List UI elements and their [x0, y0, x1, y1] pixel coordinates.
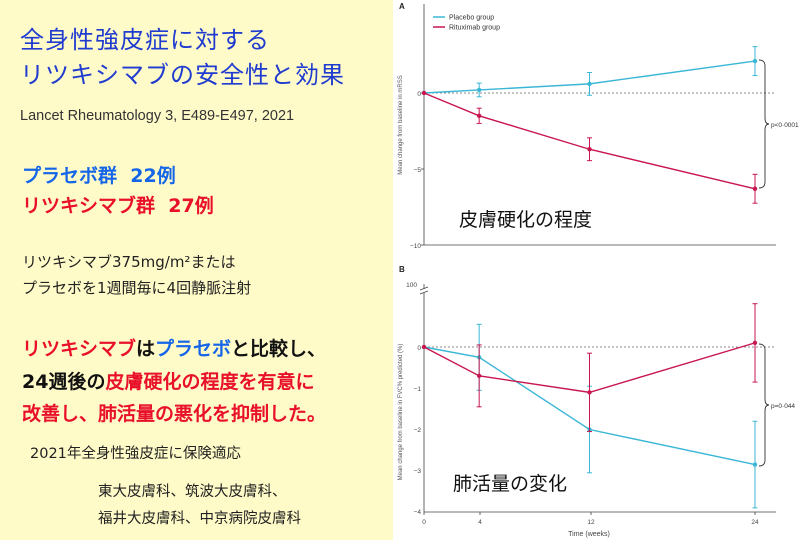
- conclusion-line3: 改善し、肺活量の悪化を抑制した。: [22, 403, 327, 425]
- chart-marks: [421, 46, 758, 509]
- conclusion-line1: リツキシマブはプラセボと比較し、: [22, 334, 326, 361]
- panel-b-rituximab-point: [587, 390, 592, 395]
- panel-a-placebo-line: [423, 60, 756, 94]
- placebo-group-label: プラセボ群: [22, 165, 118, 187]
- panel-b-placebo-line: [423, 346, 756, 466]
- panel-a-p-value: p<0·0001: [771, 122, 799, 129]
- slide-title-line2: リツキシマブの安全性と効果: [20, 61, 345, 89]
- panel-b-ylabel: Mean change from baseline in FVC% predic…: [398, 344, 404, 481]
- panel-a-rituximab-line: [423, 92, 756, 190]
- x-tick-12: 12: [587, 519, 595, 526]
- legend-rituximab-label: Rituximab group: [449, 25, 500, 32]
- panel-b-annotation: 肺活量の変化: [453, 473, 567, 495]
- concl-ha: は: [136, 338, 156, 360]
- conclusion-line2: 24週後の皮膚硬化の程度を有意に: [22, 367, 314, 394]
- departments-line2: 福井大皮膚科、中京病院皮膚科: [98, 511, 301, 527]
- panel-b-bracket: [758, 343, 770, 467]
- panel-a-rituximab-point: [421, 90, 427, 96]
- panel-b-axis-break: [419, 290, 429, 295]
- concl-rituximab: リツキシマブ: [22, 338, 137, 360]
- chart-panel: A Mean change from baseline in mRSS 0 −5…: [393, 0, 810, 540]
- panel-b-placebo-point: [752, 462, 758, 467]
- panel-a-rituximab-point: [476, 113, 482, 119]
- x-tick-4: 4: [478, 519, 482, 526]
- panel-a-ytick-minus5: −5: [414, 167, 422, 174]
- panel-a-ylabel: Mean change from baseline in mRSS: [398, 75, 404, 174]
- panel-b-axis-break: [419, 286, 429, 291]
- panel-b-ytick-minus2: −2: [414, 427, 422, 434]
- panel-b-xlabel: Time (weeks): [568, 531, 610, 538]
- panel-b-x-ticks: 0 4 12 24: [422, 512, 759, 526]
- panel-a-placebo-point: [752, 58, 758, 64]
- panel-b-ytick-minus1: −1: [414, 386, 422, 393]
- panel-a-placebo-point: [476, 87, 482, 93]
- panel-b-p-value: p=0·044: [771, 403, 795, 410]
- dosing-line2: プラセボを1週間毎に4回静脈注射: [22, 279, 252, 297]
- panel-a-placebo-point: [587, 81, 592, 87]
- rituximab-group-count: リツキシマブ群 27例: [22, 191, 214, 218]
- dosing-line1: リツキシマブ375mg/m²または: [22, 253, 236, 271]
- rituximab-n: 27例: [168, 195, 214, 217]
- chart-svg: A Mean change from baseline in mRSS 0 −5…: [398, 2, 799, 538]
- insurance-note: 2021年全身性強皮症に保険適応: [30, 446, 241, 462]
- x-tick-0: 0: [422, 519, 426, 526]
- panel-b-rituximab-point: [752, 340, 758, 346]
- panel-b-ytick-minus4: −4: [414, 509, 422, 516]
- panel-b-ytick-minus3: −3: [414, 468, 422, 475]
- panel-b-rituximab-line: [423, 342, 756, 394]
- x-tick-24: 24: [751, 519, 759, 526]
- panel-b-ytick-0: 0: [417, 345, 421, 352]
- panel-a-annotation: 皮膚硬化の程度: [459, 209, 592, 231]
- panel-b-rituximab-point: [421, 344, 427, 350]
- legend-placebo-label: Placebo group: [449, 15, 494, 22]
- citation: Lancet Rheumatology 3, E489-E497, 2021: [20, 108, 295, 124]
- panel-b-rituximab-point: [476, 373, 482, 379]
- panel-a-rituximab-point: [587, 147, 592, 152]
- concl-skin: 皮膚硬化の程度を有意に: [105, 371, 315, 393]
- panel-a-bracket: [758, 59, 770, 189]
- concl-24w: 24週後の: [22, 371, 106, 393]
- rituximab-group-label: リツキシマブ群: [22, 195, 156, 217]
- panel-a-rituximab-point: [752, 186, 758, 191]
- panel-a-label: A: [399, 2, 405, 11]
- slide-text-panel: 全身性強皮症に対する リツキシマブの安全性と効果 Lancet Rheumato…: [0, 0, 393, 540]
- slide-title-line1: 全身性強皮症に対する: [20, 26, 270, 54]
- placebo-group-count: プラセボ群 22例: [22, 161, 176, 188]
- panel-b-ytick-100: 100: [406, 282, 417, 289]
- concl-placebo: プラセボ: [155, 338, 232, 360]
- departments-line1: 東大皮膚科、筑波大皮膚科、: [98, 484, 287, 500]
- panel-a-ytick-minus10: −10: [410, 243, 421, 250]
- panel-a-ytick-0: 0: [417, 91, 421, 98]
- placebo-n: 22例: [130, 165, 176, 187]
- concl-compare: と比較し、: [231, 338, 327, 360]
- panel-b-label: B: [399, 265, 405, 274]
